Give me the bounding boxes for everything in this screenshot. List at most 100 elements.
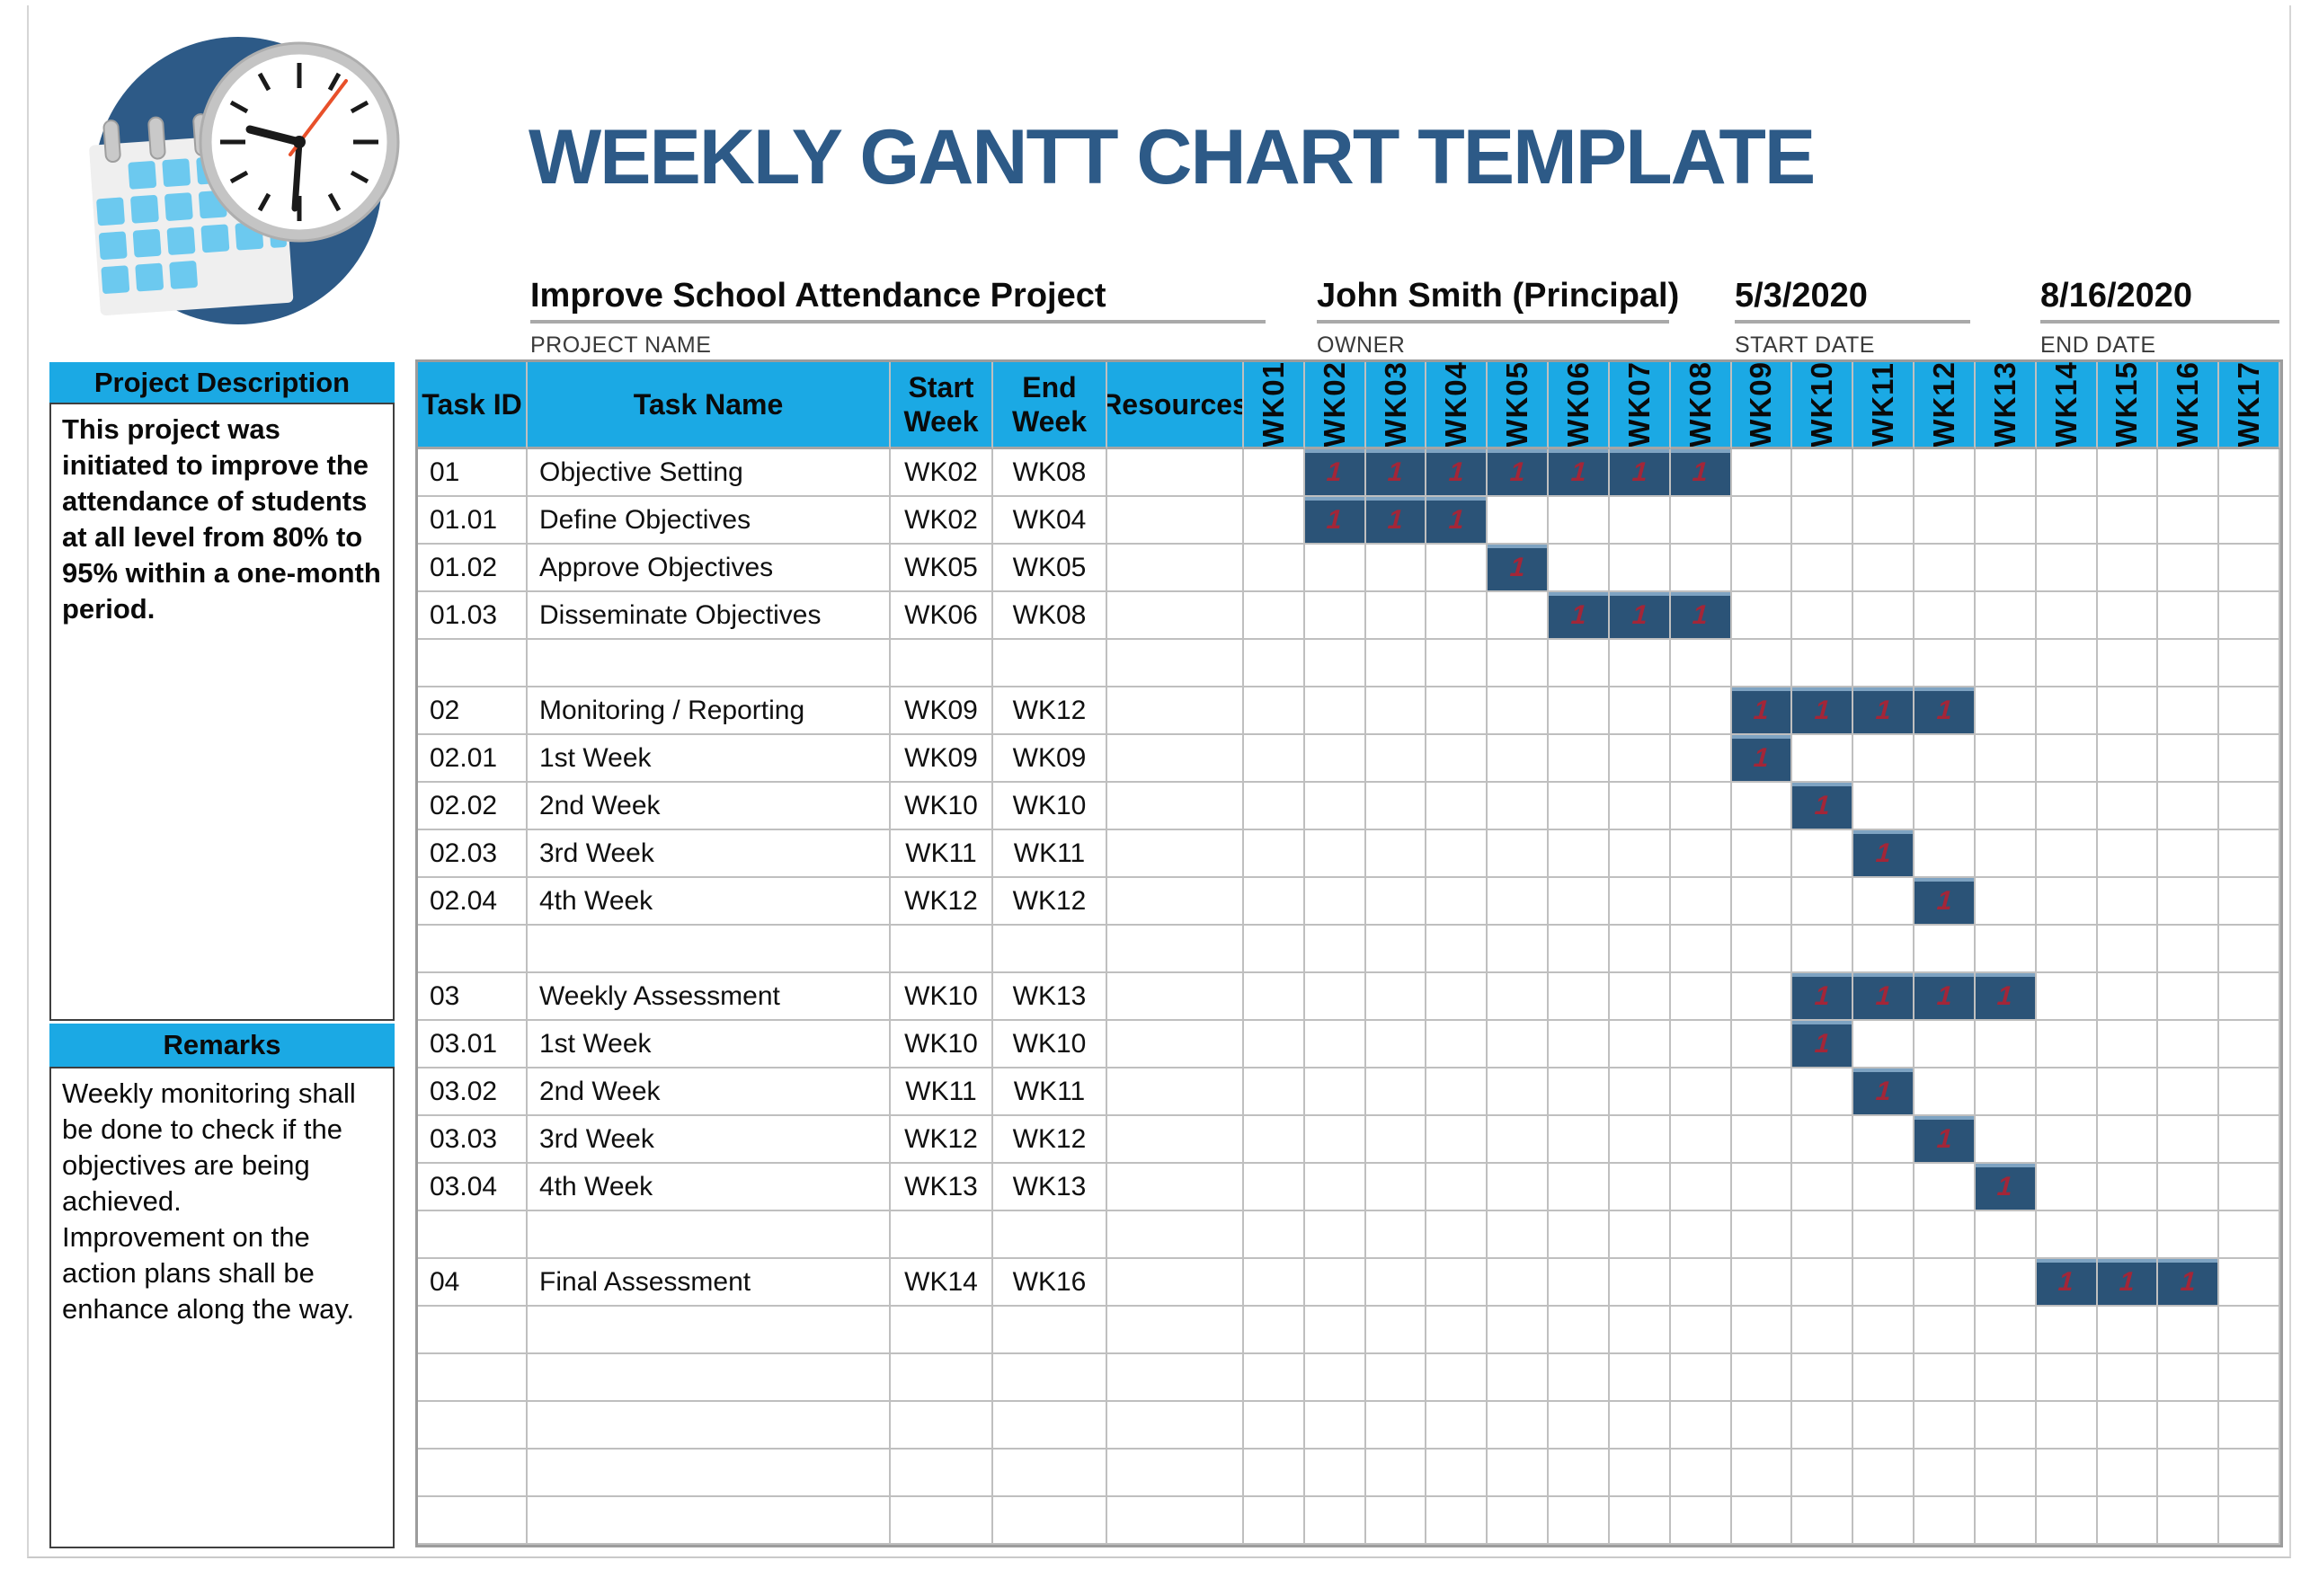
week-cell bbox=[1853, 783, 1915, 830]
week-header-wk09: WK09 bbox=[1731, 362, 1793, 449]
week-cell bbox=[2219, 926, 2280, 973]
week-cell bbox=[1488, 926, 1550, 973]
week-cell bbox=[1549, 1354, 1610, 1402]
week-cell bbox=[2097, 830, 2159, 878]
week-cell bbox=[2036, 1450, 2098, 1497]
gantt-bar-cell: 1 bbox=[1792, 973, 1854, 1021]
task-id-cell bbox=[418, 1354, 528, 1402]
week-cell bbox=[1304, 1021, 1366, 1068]
week-cell bbox=[2036, 1402, 2098, 1450]
week-cell bbox=[1975, 783, 2037, 830]
week-cell bbox=[1609, 830, 1671, 878]
week-cell bbox=[1549, 1164, 1610, 1211]
week-cell bbox=[1975, 830, 2037, 878]
calendar-clock-logo bbox=[76, 32, 400, 329]
week-cell bbox=[1915, 640, 1976, 687]
week-cell bbox=[1549, 878, 1610, 926]
week-cell bbox=[1609, 1497, 1671, 1545]
week-cell bbox=[2036, 1211, 2098, 1259]
week-cell bbox=[1365, 783, 1427, 830]
week-header-wk02: WK02 bbox=[1304, 362, 1366, 449]
task-name-cell: Final Assessment bbox=[528, 1259, 891, 1307]
week-cell bbox=[1244, 640, 1305, 687]
end-week-cell: WK10 bbox=[993, 783, 1107, 830]
week-cell bbox=[2097, 973, 2159, 1021]
week-cell bbox=[1488, 1068, 1550, 1116]
gantt-bar-cell: 1 bbox=[1549, 449, 1610, 497]
week-cell bbox=[1975, 545, 2037, 592]
week-cell bbox=[1609, 687, 1671, 735]
week-cell bbox=[1915, 449, 1976, 497]
week-cell bbox=[2036, 926, 2098, 973]
week-cell bbox=[1488, 1402, 1550, 1450]
week-cell bbox=[1304, 1164, 1366, 1211]
task-id-cell bbox=[418, 926, 528, 973]
week-cell bbox=[1975, 1450, 2037, 1497]
gantt-bar-cell: 1 bbox=[2036, 1259, 2098, 1307]
week-cell bbox=[1365, 640, 1427, 687]
resources-cell bbox=[1107, 1259, 1244, 1307]
week-cell bbox=[2219, 1354, 2280, 1402]
week-cell bbox=[1731, 1116, 1793, 1164]
week-cell bbox=[1731, 1164, 1793, 1211]
gantt-bar-value: 1 bbox=[1813, 695, 1831, 725]
end-week-cell bbox=[993, 1450, 1107, 1497]
week-cell bbox=[1244, 878, 1305, 926]
week-cell bbox=[1915, 1354, 1976, 1402]
week-cell bbox=[2036, 783, 2098, 830]
week-cell bbox=[1670, 783, 1732, 830]
week-cell bbox=[1670, 926, 1732, 973]
week-header-wk01: WK01 bbox=[1244, 362, 1305, 449]
week-cell bbox=[2097, 1211, 2159, 1259]
task-id-cell: 03 bbox=[418, 973, 528, 1021]
week-cell bbox=[2158, 1021, 2220, 1068]
project-name-label: PROJECT NAME bbox=[530, 332, 712, 358]
week-cell bbox=[1304, 1450, 1366, 1497]
gantt-bar-cell: 1 bbox=[1792, 1021, 1854, 1068]
gantt-bar-cell: 1 bbox=[1609, 449, 1671, 497]
gantt-bar-value: 1 bbox=[1935, 885, 1953, 916]
week-cell bbox=[1731, 1354, 1793, 1402]
week-cell bbox=[2097, 1307, 2159, 1354]
end-week-cell bbox=[993, 926, 1107, 973]
week-cell bbox=[1426, 1354, 1488, 1402]
week-cell bbox=[1915, 1164, 1976, 1211]
week-cell bbox=[1549, 973, 1610, 1021]
start-week-cell: WK11 bbox=[891, 830, 993, 878]
week-cell bbox=[1731, 497, 1793, 545]
week-cell bbox=[1792, 497, 1854, 545]
resources-cell bbox=[1107, 592, 1244, 640]
week-cell bbox=[2036, 973, 2098, 1021]
task-id-cell: 04 bbox=[418, 1259, 528, 1307]
week-cell bbox=[1975, 1068, 2037, 1116]
week-cell bbox=[1609, 640, 1671, 687]
week-cell bbox=[1915, 1307, 1976, 1354]
week-cell bbox=[1853, 592, 1915, 640]
week-header-label: WK07 bbox=[1621, 362, 1656, 448]
task-id-cell: 02 bbox=[418, 687, 528, 735]
end-week-cell bbox=[993, 1307, 1107, 1354]
week-cell bbox=[1549, 1068, 1610, 1116]
week-cell bbox=[2036, 1021, 2098, 1068]
week-cell bbox=[2219, 783, 2280, 830]
end-week-cell: WK16 bbox=[993, 1259, 1107, 1307]
week-header-label: WK02 bbox=[1317, 362, 1351, 448]
owner-field: John Smith (Principal) OWNER bbox=[1317, 277, 1679, 359]
week-cell bbox=[1365, 973, 1427, 1021]
gantt-bar-cell: 1 bbox=[1792, 687, 1854, 735]
week-cell bbox=[2158, 545, 2220, 592]
week-cell bbox=[1853, 1497, 1915, 1545]
week-cell bbox=[2158, 926, 2220, 973]
week-cell bbox=[2036, 449, 2098, 497]
week-cell bbox=[1915, 1497, 1976, 1545]
end-week-cell: WK04 bbox=[993, 497, 1107, 545]
week-cell bbox=[1244, 1307, 1305, 1354]
week-cell bbox=[1488, 1497, 1550, 1545]
week-cell bbox=[1731, 830, 1793, 878]
week-cell bbox=[1915, 830, 1976, 878]
week-cell bbox=[1365, 592, 1427, 640]
task-name-cell bbox=[528, 1450, 891, 1497]
project-name-underline bbox=[530, 320, 1266, 324]
week-cell bbox=[1488, 1354, 1550, 1402]
